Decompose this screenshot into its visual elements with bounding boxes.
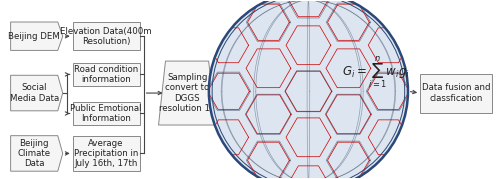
Text: $G_i=\sum_{i=1}^{n}w_ig_i$: $G_i=\sum_{i=1}^{n}w_ig_i$: [342, 54, 409, 90]
Text: Public Emotional
Information: Public Emotional Information: [70, 104, 142, 123]
Polygon shape: [158, 61, 216, 125]
Bar: [72, 102, 140, 125]
Text: Beijing
Climate
Data: Beijing Climate Data: [18, 139, 51, 168]
Text: Beijing DEM: Beijing DEM: [8, 32, 60, 41]
Bar: [72, 63, 140, 86]
Bar: [72, 136, 140, 171]
Text: Sampling
convert to
DGGS
resolution 14: Sampling convert to DGGS resolution 14: [159, 73, 216, 113]
Bar: [420, 74, 492, 113]
Polygon shape: [10, 22, 62, 50]
Text: Data fusion and
classfication: Data fusion and classfication: [422, 83, 490, 103]
Polygon shape: [10, 136, 62, 171]
Polygon shape: [10, 75, 62, 111]
Bar: [72, 22, 140, 50]
Text: Road condition
information: Road condition information: [74, 65, 138, 84]
Text: Average
Precipitation in
July 16th, 17th: Average Precipitation in July 16th, 17th: [74, 139, 138, 168]
Text: Elevation Data(400m
Resolution): Elevation Data(400m Resolution): [60, 26, 152, 46]
Ellipse shape: [209, 0, 408, 179]
Text: Social
Media Data: Social Media Data: [10, 83, 59, 103]
